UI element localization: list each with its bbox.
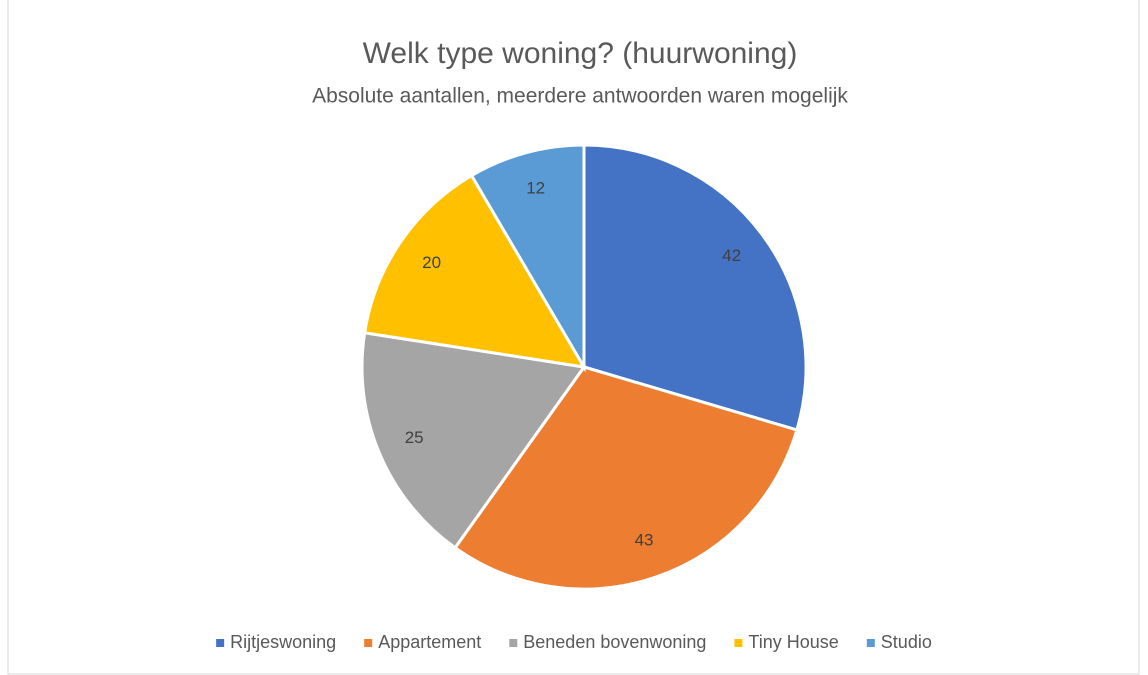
pie-slice xyxy=(360,331,587,550)
data-label: 42 xyxy=(722,246,741,265)
legend-swatch xyxy=(509,639,518,647)
legend-label: Rijtjeswoning xyxy=(230,632,336,652)
chart-title: Welk type woning? (huurwoning) xyxy=(363,37,798,70)
pie-slice xyxy=(469,143,586,373)
pie-slice xyxy=(582,143,808,432)
legend-label: Tiny House xyxy=(748,632,838,652)
chart-subtitle: Absolute aantallen, meerdere antwoorden … xyxy=(312,85,848,108)
legend-swatch xyxy=(734,639,743,647)
legend-label: Studio xyxy=(881,632,932,652)
legend-swatch xyxy=(364,639,373,647)
data-label: 12 xyxy=(526,179,545,198)
data-label: 25 xyxy=(405,428,424,447)
legend: Rijtjeswoning Appartement Beneden bovenwon… xyxy=(216,632,932,652)
legend-label: Beneden bovenwoning xyxy=(523,632,706,652)
legend-label: Appartement xyxy=(378,632,481,652)
legend-swatch xyxy=(216,639,225,647)
data-label: 43 xyxy=(635,531,654,550)
pie-slice xyxy=(362,173,587,369)
data-label: 20 xyxy=(422,253,441,272)
pie-slice xyxy=(453,365,799,591)
legend-swatch xyxy=(866,639,875,647)
